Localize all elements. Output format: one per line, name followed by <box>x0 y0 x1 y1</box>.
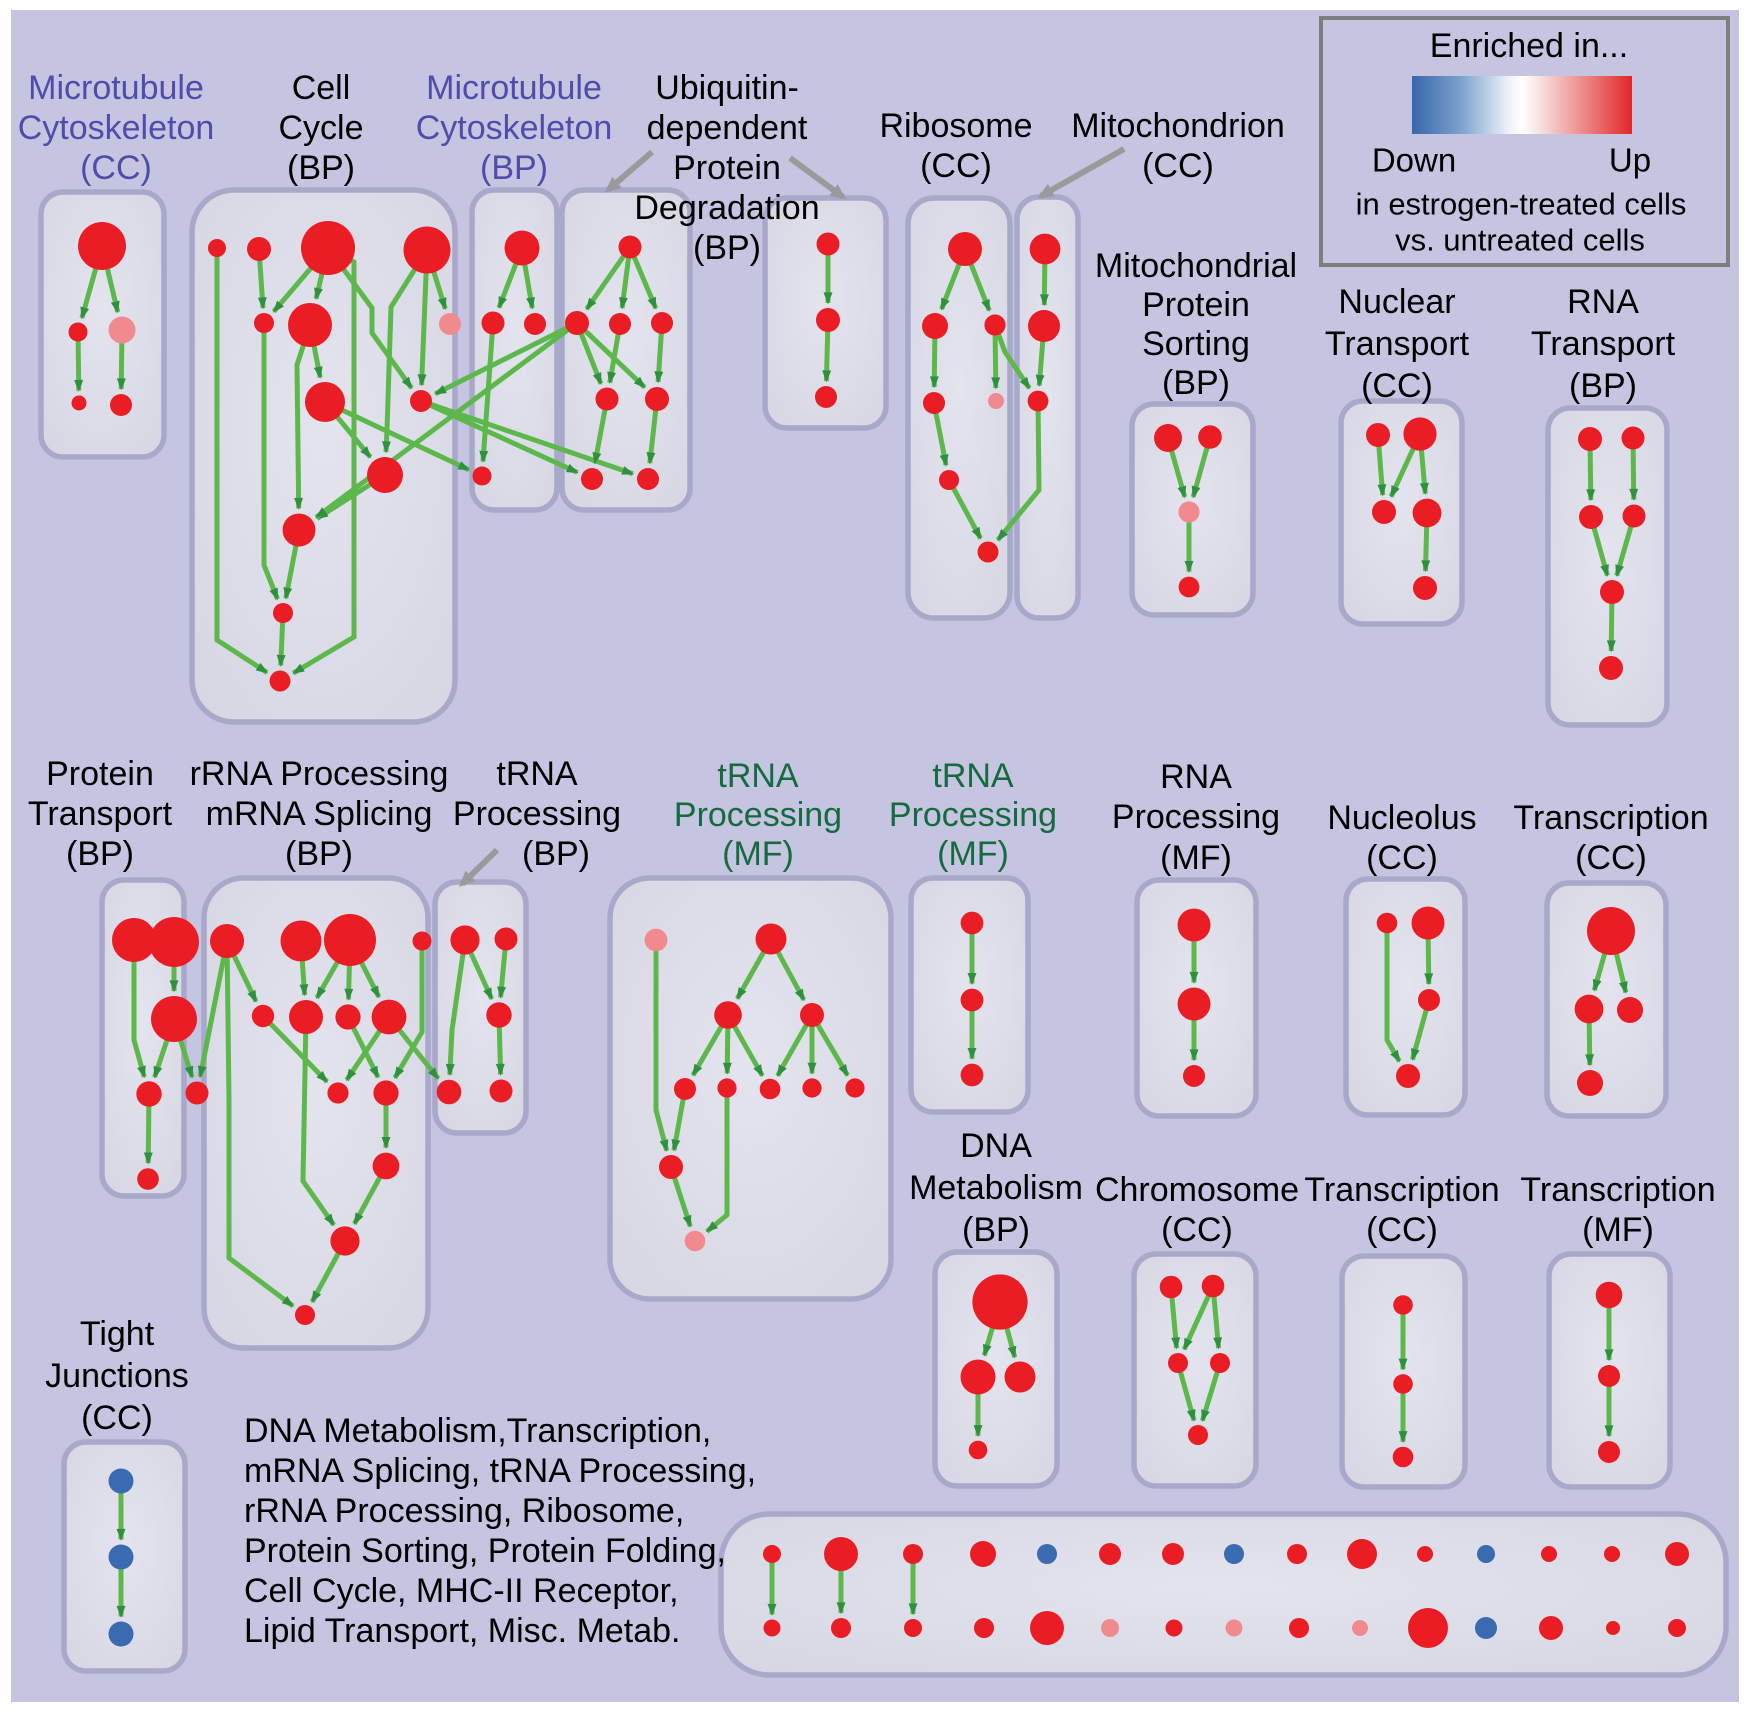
svg-text:(MF): (MF) <box>937 835 1009 873</box>
svg-text:Transport: Transport <box>1325 325 1470 363</box>
svg-text:(CC): (CC) <box>1575 839 1647 877</box>
svg-text:(CC): (CC) <box>1142 147 1214 185</box>
svg-text:DNA: DNA <box>960 1127 1032 1165</box>
svg-text:(BP): (BP) <box>693 229 761 267</box>
svg-text:Protein: Protein <box>673 149 781 187</box>
svg-text:Cytoskeleton: Cytoskeleton <box>416 109 613 147</box>
svg-text:dependent: dependent <box>647 109 808 147</box>
svg-text:(BP): (BP) <box>1569 367 1637 405</box>
svg-text:Processing: Processing <box>453 795 621 833</box>
svg-text:(CC): (CC) <box>81 1399 153 1437</box>
svg-text:Processing: Processing <box>1112 798 1280 836</box>
svg-text:in estrogen-treated cells: in estrogen-treated cells <box>1356 187 1687 222</box>
svg-text:(BP): (BP) <box>287 149 355 187</box>
svg-text:Mitochondrion: Mitochondrion <box>1071 107 1285 145</box>
svg-text:rRNA Processing, Ribosome,: rRNA Processing, Ribosome, <box>244 1492 684 1530</box>
svg-text:Cytoskeleton: Cytoskeleton <box>18 109 215 147</box>
svg-text:DNA Metabolism,Transcription,: DNA Metabolism,Transcription, <box>244 1412 711 1450</box>
svg-text:Mitochondrial: Mitochondrial <box>1095 247 1297 285</box>
svg-text:rRNA Processing: rRNA Processing <box>190 755 449 793</box>
svg-text:Chromosome: Chromosome <box>1095 1171 1299 1209</box>
svg-text:(BP): (BP) <box>480 149 548 187</box>
svg-text:Junctions: Junctions <box>45 1357 189 1395</box>
svg-text:Tight: Tight <box>80 1315 155 1353</box>
svg-text:(CC): (CC) <box>1161 1211 1233 1249</box>
svg-text:Processing: Processing <box>674 796 842 834</box>
svg-text:vs. untreated cells: vs. untreated cells <box>1395 223 1645 258</box>
svg-text:(MF): (MF) <box>1582 1211 1654 1249</box>
svg-text:Protein: Protein <box>1142 286 1250 324</box>
svg-text:Transport: Transport <box>1531 325 1676 363</box>
svg-text:mRNA Splicing: mRNA Splicing <box>206 795 433 833</box>
svg-text:mRNA Splicing, tRNA Processing: mRNA Splicing, tRNA Processing, <box>244 1452 756 1490</box>
svg-text:(MF): (MF) <box>722 835 794 873</box>
svg-text:Nucleolus: Nucleolus <box>1327 799 1476 837</box>
svg-text:(CC): (CC) <box>1361 367 1433 405</box>
svg-text:Ribosome: Ribosome <box>879 107 1032 145</box>
svg-text:(BP): (BP) <box>285 835 353 873</box>
svg-text:Transport: Transport <box>28 795 173 833</box>
svg-text:(CC): (CC) <box>920 147 992 185</box>
svg-text:Transcription: Transcription <box>1304 1171 1499 1209</box>
svg-text:Protein: Protein <box>46 755 154 793</box>
svg-text:(BP): (BP) <box>1162 364 1230 402</box>
svg-text:Lipid Transport, Misc. Metab.: Lipid Transport, Misc. Metab. <box>244 1612 681 1650</box>
svg-text:Nuclear: Nuclear <box>1338 283 1455 321</box>
svg-text:Enriched in...: Enriched in... <box>1430 27 1628 65</box>
svg-text:Degradation: Degradation <box>634 189 819 227</box>
svg-text:Up: Up <box>1609 142 1651 179</box>
svg-text:Cell Cycle, MHC-II Receptor,: Cell Cycle, MHC-II Receptor, <box>244 1572 679 1610</box>
svg-text:(BP): (BP) <box>962 1211 1030 1249</box>
svg-text:Cycle: Cycle <box>278 109 363 147</box>
svg-text:(MF): (MF) <box>1160 839 1232 877</box>
svg-text:tRNA: tRNA <box>496 755 578 793</box>
svg-text:Ubiquitin-: Ubiquitin- <box>655 69 799 107</box>
svg-text:(CC): (CC) <box>80 149 152 187</box>
svg-text:Down: Down <box>1372 142 1456 179</box>
svg-text:Transcription: Transcription <box>1520 1171 1715 1209</box>
svg-text:Processing: Processing <box>889 796 1057 834</box>
svg-text:tRNA: tRNA <box>932 757 1014 795</box>
svg-text:Cell: Cell <box>292 69 351 107</box>
svg-text:tRNA: tRNA <box>717 757 799 795</box>
svg-text:Transcription: Transcription <box>1513 799 1708 837</box>
svg-text:RNA: RNA <box>1567 283 1639 321</box>
svg-text:Metabolism: Metabolism <box>909 1169 1083 1207</box>
svg-text:(BP): (BP) <box>66 835 134 873</box>
svg-text:Microtubule: Microtubule <box>28 69 204 107</box>
svg-text:(CC): (CC) <box>1366 839 1438 877</box>
svg-text:RNA: RNA <box>1160 758 1232 796</box>
svg-text:(BP): (BP) <box>522 835 590 873</box>
svg-text:(CC): (CC) <box>1366 1211 1438 1249</box>
svg-text:Microtubule: Microtubule <box>426 69 602 107</box>
svg-text:Sorting: Sorting <box>1142 325 1250 363</box>
svg-text:Protein Sorting, Protein Foldi: Protein Sorting, Protein Folding, <box>244 1532 726 1570</box>
